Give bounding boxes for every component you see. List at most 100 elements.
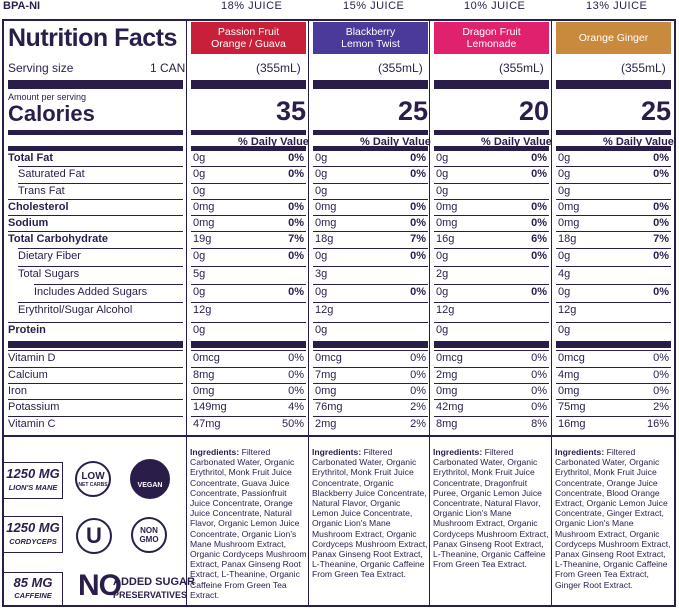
nutrition-panel-frame (2, 19, 676, 607)
percent-cell: 0% (288, 352, 304, 364)
row-rule (434, 183, 549, 184)
ingredients-filtered: Filtered (363, 447, 393, 457)
percent-cell: 0% (531, 286, 547, 298)
ingredients-heading: Ingredients: (190, 447, 240, 457)
row-rule (434, 215, 549, 216)
volume: (355mL) (499, 61, 544, 75)
row-rule (191, 284, 306, 285)
row-label: Potassium (8, 401, 60, 413)
amount-cell: 0g (193, 286, 206, 298)
thick-rule (313, 146, 428, 151)
amount-cell: 0mcg (436, 352, 463, 364)
amount-cell: 0mg (315, 217, 337, 229)
row-rule (191, 416, 306, 417)
juice-percent: 15% JUICE (343, 0, 405, 12)
preservatives-text: PRESERVATIVES (113, 590, 188, 600)
amount-cell: 0mg (436, 201, 458, 213)
row-rule (191, 150, 306, 151)
amount-cell: 3g (315, 268, 328, 280)
percent-cell: 0% (410, 217, 426, 229)
amount-cell: 42mg (436, 401, 464, 413)
daily-value-header: % Daily Value (603, 136, 674, 148)
row-rule (18, 248, 183, 249)
percent-cell: 0% (288, 369, 304, 381)
row-label: Iron (8, 385, 27, 397)
percent-cell: 0% (653, 352, 669, 364)
row-rule (434, 350, 549, 351)
amount-cell: 0g (193, 168, 206, 180)
percent-cell: 50% (281, 418, 304, 430)
calories-value: 20 (519, 96, 550, 126)
row-rule (556, 231, 671, 232)
amount-cell: 4mg (558, 369, 580, 381)
cordyceps-box: 1250 MG CORDYCEPS (4, 516, 63, 553)
ingredients-text: Ingredients: Filtered Carbonated Water, O… (433, 447, 550, 569)
row-rule (313, 166, 428, 167)
daily-value-header: % Daily Value (360, 136, 431, 148)
row-rule (191, 231, 306, 232)
percent-cell: 7% (410, 233, 426, 245)
medium-rule (556, 130, 671, 135)
vegan-text: VEGAN (137, 481, 163, 489)
percent-cell: 2% (653, 401, 669, 413)
amount-cell: 7mg (315, 369, 337, 381)
row-label: Vitamin C (8, 418, 56, 430)
row-rule (18, 266, 183, 267)
percent-cell: 0% (531, 401, 547, 413)
percent-cell: 0% (653, 385, 669, 397)
percent-cell: 0% (531, 250, 547, 262)
percent-cell: 0% (653, 201, 669, 213)
ingredients-filtered: Filtered (241, 447, 271, 457)
amount-cell: 47mg (193, 418, 221, 430)
amount-cell: 0mg (193, 217, 215, 229)
amount-cell: 0mg (436, 385, 458, 397)
percent-cell: 0% (653, 152, 669, 164)
percent-cell: 0% (410, 352, 426, 364)
percent-cell: 6% (531, 233, 547, 245)
thick-rule (434, 146, 549, 151)
percent-cell: 0% (531, 168, 547, 180)
amount-cell: 0g (315, 286, 328, 298)
row-rule (313, 399, 428, 400)
row-label: Dietary Fiber (18, 250, 81, 262)
row-rule (313, 248, 428, 249)
row-rule (434, 416, 549, 417)
percent-cell: 0% (410, 369, 426, 381)
row-rule (556, 322, 671, 323)
amount-cell: 4g (558, 268, 571, 280)
amount-cell: 0g (558, 168, 571, 180)
caffeine-label: CAFFEINE (14, 591, 52, 600)
percent-cell: 0% (288, 286, 304, 298)
thick-rule (8, 80, 183, 89)
row-rule (434, 367, 549, 368)
percent-cell: 0% (531, 369, 547, 381)
row-rule (313, 302, 428, 303)
amount-cell: 0g (315, 168, 328, 180)
row-rule (191, 367, 306, 368)
row-label: Includes Added Sugars (34, 286, 148, 298)
amount-per-serving: Amount per serving (8, 92, 87, 102)
ingredients-filtered: Filtered (606, 447, 636, 457)
row-rule (8, 350, 183, 351)
thick-rule (556, 146, 671, 151)
row-rule (556, 367, 671, 368)
row-rule (556, 199, 671, 200)
ingredients-text: Ingredients: Filtered Carbonated Water, O… (312, 447, 429, 580)
row-rule (434, 199, 549, 200)
percent-cell: 0% (531, 385, 547, 397)
percent-cell: 0% (410, 286, 426, 298)
row-label: Vitamin D (8, 352, 56, 364)
percent-cell: 0% (288, 250, 304, 262)
row-label: Total Sugars (18, 268, 80, 280)
serving-size-label: Serving size (8, 61, 74, 75)
percent-cell: 0% (410, 250, 426, 262)
percent-cell: 0% (531, 217, 547, 229)
row-label: Erythritol/Sugar Alcohol (18, 304, 133, 316)
non-gmo-badge: NON GMO (131, 517, 167, 553)
row-rule (191, 199, 306, 200)
amount-cell: 0mg (315, 201, 337, 213)
caffeine-amount: 85 MG (13, 575, 53, 590)
row-rule (8, 416, 183, 417)
ingredients-filtered: Filtered (484, 447, 514, 457)
row-rule (18, 302, 183, 303)
